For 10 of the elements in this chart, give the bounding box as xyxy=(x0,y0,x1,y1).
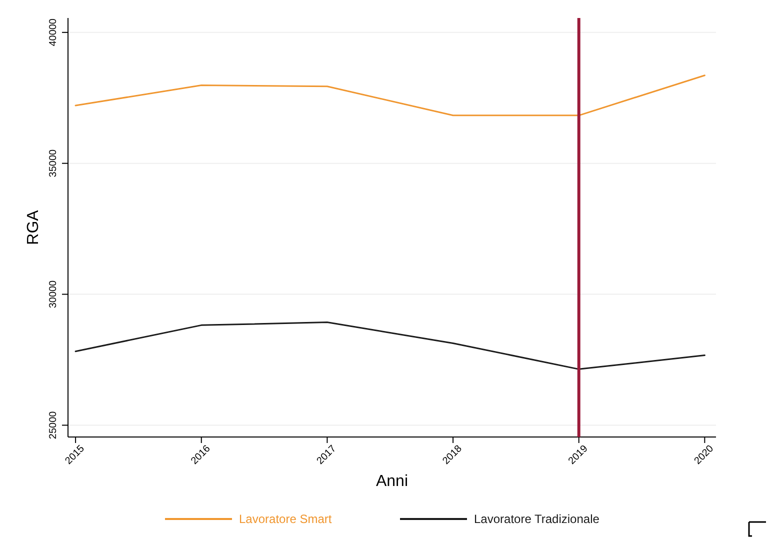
x-axis-title: Anni xyxy=(376,473,408,490)
y-axis-title: RGA xyxy=(25,210,42,245)
line-series xyxy=(74,322,706,370)
y-tick-label: 30000 xyxy=(48,280,59,308)
y-tick-label: 35000 xyxy=(48,149,59,178)
text: Lavoratore Smart xyxy=(239,512,332,526)
y-tick-label: 25000 xyxy=(48,410,59,440)
y-tick-label: 40000 xyxy=(48,18,59,46)
text: Lavoratore Tradizionale xyxy=(474,512,600,526)
line-series xyxy=(74,74,706,116)
